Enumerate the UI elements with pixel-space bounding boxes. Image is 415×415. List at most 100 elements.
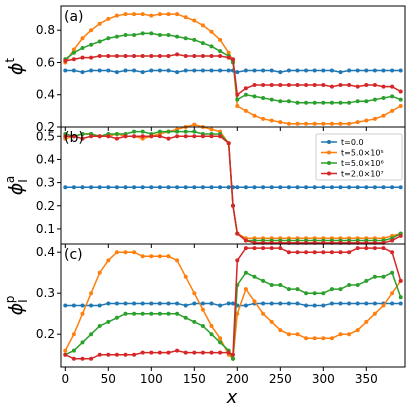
data-point: [209, 134, 214, 139]
data-point: [321, 100, 326, 105]
data-point: [114, 301, 119, 306]
data-point: [89, 291, 94, 296]
data-point: [140, 311, 145, 316]
data-point: [347, 83, 352, 88]
data-point: [321, 68, 326, 73]
data-point: [140, 129, 145, 134]
data-point: [71, 50, 76, 55]
data-point: [252, 113, 257, 118]
data-point: [252, 83, 257, 88]
data-point: [364, 118, 369, 123]
data-point: [183, 134, 188, 139]
data-point: [157, 311, 162, 316]
y-tick-label: 0.4: [36, 245, 55, 259]
data-point: [89, 332, 94, 337]
data-point: [372, 274, 377, 279]
data-point: [149, 31, 154, 36]
data-point: [243, 68, 248, 73]
data-point: [97, 134, 102, 139]
data-point: [261, 301, 266, 306]
data-point: [132, 311, 137, 316]
data-point: [286, 332, 291, 337]
data-point: [304, 68, 309, 73]
x-tick-label: 200: [226, 372, 249, 386]
data-point: [192, 129, 197, 134]
data-point: [200, 23, 205, 28]
data-point: [235, 97, 240, 102]
data-point: [149, 68, 154, 73]
data-point: [132, 134, 137, 139]
data-point: [97, 324, 102, 328]
data-point: [235, 185, 240, 190]
data-point: [157, 254, 162, 259]
data-point: [218, 350, 223, 355]
x-tick-label: 300: [312, 372, 335, 386]
data-point: [372, 97, 377, 102]
data-point: [183, 36, 188, 41]
data-point: [114, 131, 119, 136]
legend-marker: [327, 161, 331, 165]
data-point: [372, 83, 377, 88]
data-point: [252, 274, 257, 279]
data-point: [235, 92, 240, 97]
data-point: [338, 121, 343, 126]
data-point: [71, 68, 76, 73]
data-point: [71, 47, 76, 52]
data-point: [175, 12, 180, 17]
data-point: [209, 332, 214, 337]
data-point: [97, 185, 102, 190]
data-point: [381, 84, 386, 89]
data-point: [261, 83, 266, 88]
data-point: [252, 68, 257, 73]
data-point: [132, 129, 137, 134]
data-point: [157, 301, 162, 306]
data-point: [390, 108, 395, 113]
data-point: [183, 129, 188, 134]
y-axis-label: ϕt: [3, 58, 27, 76]
data-point: [286, 83, 291, 88]
data-point: [175, 258, 180, 263]
data-point: [286, 99, 291, 104]
data-point: [149, 134, 154, 139]
data-point: [89, 134, 94, 139]
data-point: [80, 356, 85, 361]
data-point: [218, 37, 223, 42]
data-point: [226, 55, 231, 60]
data-point: [243, 270, 248, 275]
data-point: [347, 250, 352, 255]
data-point: [312, 121, 317, 126]
data-point: [209, 127, 214, 132]
data-point: [209, 68, 214, 73]
data-point: [114, 70, 119, 75]
data-point: [63, 58, 68, 63]
data-point: [97, 303, 102, 308]
data-point: [231, 57, 235, 62]
data-point: [278, 120, 283, 125]
data-point: [166, 185, 171, 190]
data-point: [243, 246, 248, 251]
data-point: [123, 134, 128, 139]
panel-label: (a): [64, 9, 84, 25]
data-point: [364, 68, 369, 73]
data-point: [192, 134, 197, 139]
data-point: [398, 301, 403, 306]
data-point: [106, 36, 111, 41]
data-point: [192, 350, 197, 355]
data-point: [123, 68, 128, 73]
legend-label: t=0.0: [341, 138, 364, 147]
data-point: [390, 238, 395, 243]
data-point: [347, 283, 352, 287]
data-point: [140, 134, 145, 139]
data-point: [71, 303, 76, 308]
data-point: [321, 121, 326, 126]
data-point: [372, 246, 377, 251]
y-tick-label: 0.6: [36, 55, 55, 69]
data-point: [218, 68, 223, 73]
data-point: [286, 250, 291, 255]
data-point: [390, 291, 395, 296]
data-point: [329, 250, 334, 255]
legend-label: t=2.0×10⁷: [341, 170, 384, 179]
data-point: [304, 121, 309, 126]
data-point: [71, 356, 76, 361]
data-point: [140, 31, 145, 36]
